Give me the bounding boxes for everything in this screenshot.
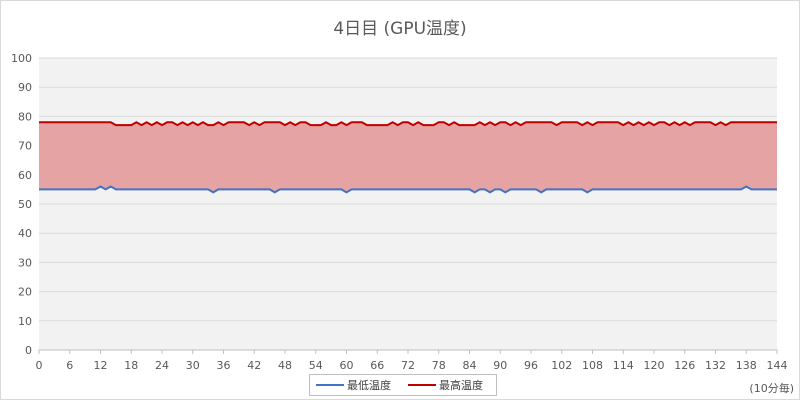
x-tick-label: 96 xyxy=(524,359,538,372)
x-tick-label: 12 xyxy=(94,359,108,372)
x-tick-label: 126 xyxy=(674,359,695,372)
x-axis-ticks: 0 6 12 18 24 30 36 42 48 54 60 66 72 78 84 90 96 102 108 11… xyxy=(36,349,788,372)
y-tick-label: 80 xyxy=(18,110,32,123)
x-tick-label: 114 xyxy=(613,359,634,372)
x-axis-unit-label: (10分毎) xyxy=(749,382,794,395)
x-tick-label: 90 xyxy=(493,359,507,372)
legend-item-max: 最高温度 xyxy=(408,378,483,392)
x-tick-label: 36 xyxy=(217,359,231,372)
x-tick-label: 54 xyxy=(309,359,323,372)
legend-swatch-min xyxy=(316,384,344,386)
x-tick-label: 6 xyxy=(66,359,73,372)
x-tick-label: 78 xyxy=(432,359,446,372)
y-axis-ticks: 0 10 20 30 40 50 60 70 80 90 100 xyxy=(11,52,32,357)
x-tick-label: 132 xyxy=(705,359,726,372)
x-tick-label: 120 xyxy=(644,359,665,372)
x-tick-label: 18 xyxy=(124,359,138,372)
x-tick-label: 48 xyxy=(278,359,292,372)
legend-label-min: 最低温度 xyxy=(347,379,391,392)
y-tick-label: 20 xyxy=(18,286,32,299)
y-tick-label: 90 xyxy=(18,81,32,94)
legend-label-max: 最高温度 xyxy=(439,379,483,392)
chart-title: 4日目 (GPU温度) xyxy=(333,19,467,39)
legend-swatch-max xyxy=(408,384,436,386)
x-tick-label: 108 xyxy=(582,359,603,372)
x-tick-label: 0 xyxy=(36,359,43,372)
y-tick-label: 10 xyxy=(18,315,32,328)
x-tick-label: 102 xyxy=(551,359,572,372)
y-tick-label: 30 xyxy=(18,256,32,269)
x-tick-label: 144 xyxy=(767,359,788,372)
y-tick-label: 100 xyxy=(11,52,32,65)
legend-item-min: 最低温度 xyxy=(316,378,391,392)
y-tick-label: 0 xyxy=(25,344,32,357)
x-tick-label: 138 xyxy=(736,359,757,372)
y-tick-label: 50 xyxy=(18,198,32,211)
y-tick-label: 70 xyxy=(18,140,32,153)
series-line-max-temp xyxy=(39,121,777,127)
x-tick-label: 24 xyxy=(155,359,169,372)
temperature-range-area xyxy=(39,122,777,193)
x-tick-label: 84 xyxy=(463,359,477,372)
legend: 最低温度 最高温度 xyxy=(309,374,497,396)
x-tick-label: 66 xyxy=(370,359,384,372)
x-tick-label: 60 xyxy=(340,359,354,372)
y-tick-label: 60 xyxy=(18,169,32,182)
x-tick-label: 42 xyxy=(247,359,261,372)
y-tick-label: 40 xyxy=(18,227,32,240)
series-line-min-temp xyxy=(39,185,777,194)
x-tick-label: 30 xyxy=(186,359,200,372)
x-tick-label: 72 xyxy=(401,359,415,372)
